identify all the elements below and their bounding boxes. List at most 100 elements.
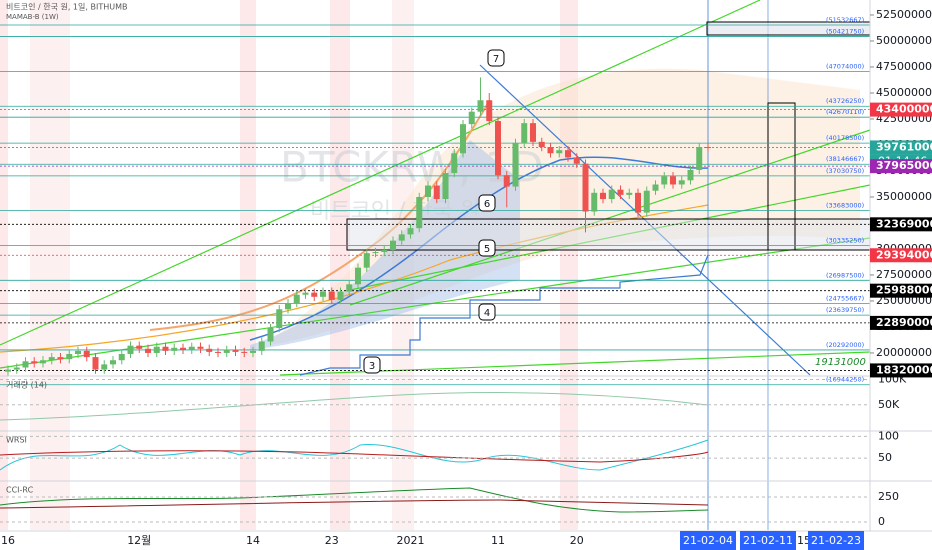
candle-body bbox=[486, 100, 493, 122]
y-tick-label: 50 bbox=[878, 451, 892, 464]
candle-body bbox=[661, 176, 668, 185]
candle-body bbox=[171, 347, 178, 351]
candle-body bbox=[398, 234, 405, 241]
candle-body bbox=[215, 351, 221, 353]
price-badge-label: 43400000 bbox=[876, 103, 932, 116]
candle-body bbox=[66, 353, 73, 360]
y-tick-label: 100 bbox=[878, 429, 899, 442]
price-badge-label: 22890000 bbox=[876, 316, 932, 329]
candle-body bbox=[503, 175, 510, 187]
date-badge bbox=[740, 531, 796, 550]
candle-body bbox=[118, 353, 125, 361]
price-badge bbox=[870, 315, 932, 330]
candle-body bbox=[180, 347, 186, 350]
pane-label: CCI-RC bbox=[6, 486, 34, 495]
candle-body bbox=[346, 284, 353, 292]
price-badge-label: 39761000 bbox=[876, 140, 932, 153]
level-label: (24755667) bbox=[826, 294, 864, 302]
trend-label: 19131000 bbox=[815, 357, 866, 368]
candle-body bbox=[451, 153, 458, 174]
candle-body bbox=[206, 348, 213, 352]
pane-label: 거래량 (14) bbox=[6, 380, 47, 390]
candle-body bbox=[232, 349, 239, 352]
candle-body bbox=[565, 150, 571, 158]
candle-body bbox=[267, 327, 274, 342]
candle-body bbox=[678, 180, 685, 185]
candle-body bbox=[285, 303, 291, 310]
price-axis: 5250000050000000475000004500000042500000… bbox=[870, 8, 932, 378]
candle-body bbox=[433, 185, 440, 200]
pane-decor bbox=[0, 391, 709, 513]
price-badge bbox=[870, 217, 932, 232]
candle-body bbox=[145, 348, 151, 353]
price-badge-label: 32369000 bbox=[876, 217, 932, 230]
date-badge-label: 21-02-11 bbox=[743, 534, 793, 547]
candle-body bbox=[153, 346, 160, 353]
x-tick-label: 2021 bbox=[397, 534, 425, 547]
candle-body bbox=[696, 147, 703, 170]
level-label: (23639750) bbox=[826, 306, 864, 314]
candle-body bbox=[635, 192, 641, 213]
candle-body bbox=[5, 369, 11, 372]
candle-body bbox=[468, 111, 475, 125]
candle-body bbox=[643, 190, 650, 213]
price-badge-label: 37965000 bbox=[876, 159, 932, 172]
candle-body bbox=[608, 189, 615, 200]
y-tick-label: 27500000 bbox=[876, 268, 932, 281]
levels: (51532667) (50421750) (47074000) (43726250)… bbox=[0, 16, 870, 386]
candle-body bbox=[302, 292, 309, 295]
candle-body bbox=[101, 364, 108, 370]
candle-body bbox=[48, 357, 55, 361]
candle-body bbox=[363, 253, 370, 268]
price-badge bbox=[870, 363, 932, 378]
y-tick-label: 0 bbox=[878, 515, 885, 528]
candle-body bbox=[355, 267, 361, 285]
price-badge bbox=[870, 140, 932, 155]
candle-body bbox=[320, 291, 326, 297]
wave-label: 6 bbox=[484, 199, 490, 210]
pane-label: WRSI bbox=[6, 436, 27, 445]
candle-body bbox=[276, 309, 283, 328]
candle-body bbox=[127, 345, 134, 354]
candle-body bbox=[582, 163, 589, 212]
price-badge-label: 18320000 bbox=[876, 363, 932, 376]
candle-body bbox=[652, 184, 659, 191]
candle-body bbox=[75, 350, 81, 354]
y-tick-label: 45000000 bbox=[876, 86, 932, 99]
candle-body bbox=[512, 142, 519, 187]
chart-title: 비트코인 / 한국 원, 1일, BITHUMB bbox=[6, 2, 127, 12]
candle-body bbox=[13, 367, 20, 370]
price-badge-label: 25988000 bbox=[876, 284, 932, 297]
candle-body bbox=[328, 291, 335, 300]
candle-body bbox=[670, 176, 676, 185]
price-badge bbox=[870, 283, 932, 298]
y-tick-label: 52500000 bbox=[876, 8, 932, 21]
candle-body bbox=[110, 360, 116, 365]
candle-body bbox=[521, 123, 528, 143]
y-tick-label: 250 bbox=[878, 490, 899, 503]
level-label: (51532667) bbox=[826, 16, 864, 24]
candle-body bbox=[390, 240, 396, 250]
price-badge-label: 29394000 bbox=[876, 248, 932, 261]
candle-body bbox=[92, 357, 99, 370]
wave-label: 5 bbox=[484, 244, 490, 255]
y-tick-label: 50000000 bbox=[876, 34, 932, 47]
candle-body bbox=[573, 157, 580, 164]
candle-body bbox=[495, 121, 501, 176]
level-label: (16944250) bbox=[826, 376, 864, 384]
candle-body bbox=[381, 250, 388, 253]
candle-body bbox=[31, 361, 38, 364]
level-label: (47074000) bbox=[826, 62, 864, 70]
candle-body bbox=[705, 147, 711, 149]
date-badge bbox=[808, 531, 864, 550]
candle-body bbox=[442, 173, 449, 200]
candle-body bbox=[223, 349, 230, 353]
x-tick-label: 11 bbox=[491, 534, 505, 547]
y-tick-label: 20000000 bbox=[876, 346, 932, 359]
candles bbox=[5, 77, 711, 376]
waves: 3 4 5 6 7 bbox=[363, 49, 505, 374]
candle-body bbox=[258, 341, 265, 351]
candle-body bbox=[83, 350, 90, 358]
wave-label: 7 bbox=[493, 54, 499, 65]
